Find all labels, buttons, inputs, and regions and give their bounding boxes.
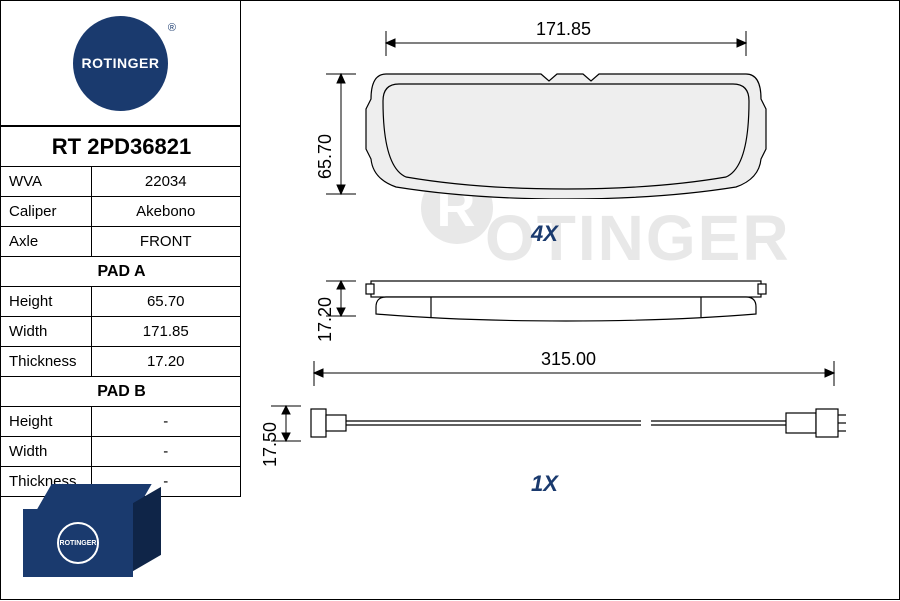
pad-a-label: Width <box>1 317 91 347</box>
pad-b-header: PAD B <box>1 377 241 407</box>
dim-sensor-length: 315.00 <box>541 349 596 370</box>
spec-label: Axle <box>1 227 91 257</box>
dim-pad-width: 171.85 <box>536 19 591 40</box>
pad-a-value: 17.20 <box>91 347 241 377</box>
spec-value: 22034 <box>91 167 241 197</box>
brake-pad-front <box>361 69 771 199</box>
box-logo: ROTINGER <box>57 522 99 564</box>
watermark: ROTINGER <box>421 201 791 275</box>
pad-a-header: PAD A <box>1 257 241 287</box>
spec-value: Akebono <box>91 197 241 227</box>
pad-b-value: - <box>91 437 241 467</box>
pad-a-value: 171.85 <box>91 317 241 347</box>
pad-b-label: Width <box>1 437 91 467</box>
product-box-icon: ROTINGER <box>23 484 163 579</box>
spec-value: FRONT <box>91 227 241 257</box>
logo-area: ROTINGER ® <box>1 1 241 126</box>
pad-b-value: - <box>91 407 241 437</box>
left-panel: ROTINGER ® RT 2PD36821 WVA22034 CaliperA… <box>1 1 241 601</box>
dim-pad-thickness: 17.20 <box>315 297 336 342</box>
pad-a-label: Thickness <box>1 347 91 377</box>
registered-icon: ® <box>168 22 176 34</box>
qty-sensor: 1X <box>531 471 558 497</box>
wear-sensor <box>306 401 851 446</box>
drawing-area: ROTINGER 171.85 65.70 4X 17.20 <box>241 1 900 601</box>
brand-logo: ROTINGER ® <box>73 16 168 111</box>
part-number: RT 2PD36821 <box>1 127 241 167</box>
brand-name: ROTINGER <box>82 55 160 71</box>
dim-sensor-height: 17.50 <box>260 422 281 467</box>
spec-label: Caliper <box>1 197 91 227</box>
qty-pad: 4X <box>531 221 558 247</box>
pad-b-label: Height <box>1 407 91 437</box>
pad-a-value: 65.70 <box>91 287 241 317</box>
pad-a-label: Height <box>1 287 91 317</box>
dim-pad-height: 65.70 <box>315 134 336 179</box>
brake-pad-side <box>361 279 771 324</box>
spec-label: WVA <box>1 167 91 197</box>
spec-table: RT 2PD36821 WVA22034 CaliperAkebono Axle… <box>1 126 241 497</box>
